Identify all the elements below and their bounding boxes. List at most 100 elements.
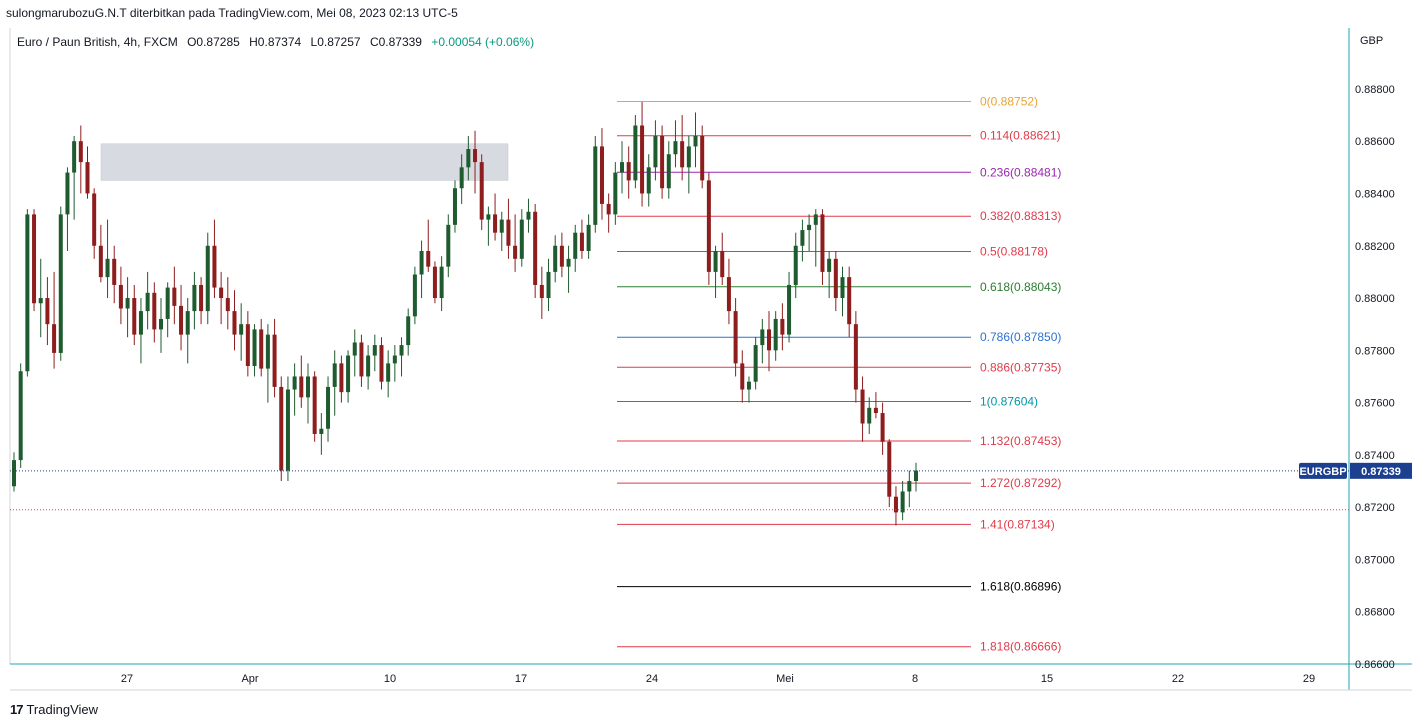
time-tick-label: 24 [646,673,658,685]
candle-body [305,376,310,398]
price-tick-label: 0.87800 [1355,345,1395,357]
candle-body [660,135,665,189]
fib-level-label: 1(0.87604) [980,395,1038,409]
price-tick-label: 0.87200 [1355,502,1395,514]
footer-brand: TradingView [26,702,99,717]
change-value: +0.00054 (+0.06%) [431,35,535,49]
candle-body [239,324,244,335]
candle-body [713,250,718,272]
candle-body [232,311,237,335]
fib-level-label: 0.886(0.87735) [980,360,1061,374]
candle-body [820,214,825,272]
candle-body [98,245,103,278]
candle-body [873,407,878,414]
candle-body [199,284,204,312]
candle-body [132,298,137,335]
candle-body [319,428,324,434]
candle-body [45,298,50,325]
candle-body [346,355,351,393]
candle-body [599,146,604,204]
candle-body [773,318,778,351]
fib-level-label: 0.5(0.88178) [980,245,1048,259]
fib-level-label: 0.114(0.88621) [980,129,1061,143]
candle-body [720,250,725,278]
candle-body [299,376,304,398]
candle-body [399,345,404,356]
candle-body [158,318,163,330]
candle-body [452,188,457,225]
candle-body [726,277,731,312]
candle-body [272,334,277,387]
candle-body [746,381,751,390]
close-value: C0.87339 [369,35,422,49]
fib-level-label: 1.818(0.86666) [980,640,1061,654]
candle-body [152,292,157,330]
footer: 17 TradingView [10,702,98,717]
candle-body [225,298,230,312]
fib-level-label: 0.618(0.88043) [980,280,1061,294]
candle-body [700,135,705,181]
price-tick-label: 0.86600 [1355,659,1395,671]
candle-body [386,363,391,382]
candle-body [646,167,651,194]
candle-body [767,329,772,351]
price-tick-label: 0.86800 [1355,607,1395,619]
candle-body [680,141,685,168]
time-tick-label: 17 [515,673,527,685]
fib-level-label: 1.272(0.87292) [980,476,1061,490]
candle-body [11,460,17,487]
candle-body [686,146,691,168]
fib-level-label: 1.132(0.87453) [980,434,1061,448]
candle-body [853,324,858,390]
candle-body [392,355,397,364]
currency-label: GBP [1360,35,1383,47]
candle-body [78,141,83,163]
candle-body [539,284,544,299]
candle-body [606,203,611,215]
price-tick-label: 0.87600 [1355,398,1395,410]
high-value: H0.87374 [249,35,302,49]
candle-body [840,277,845,299]
candle-body [513,245,518,259]
candle-body [847,277,852,325]
fib-level-label: 0(0.88752) [980,94,1038,108]
candle-body [633,125,638,181]
candle-body [426,250,431,267]
candle-body [406,316,411,346]
candle-body [546,271,551,299]
candle-body [72,141,77,173]
candle-body [439,266,444,299]
price-tick-label: 0.88200 [1355,241,1395,253]
candle-body [740,363,745,390]
candle-body [473,149,478,163]
candle-body [52,324,57,353]
candle-body [65,172,70,215]
time-tick-label: 29 [1303,673,1315,685]
candle-body [265,334,270,369]
candle-body [372,345,377,356]
candle-body [205,245,210,312]
candle-body [92,193,97,246]
candle-body [219,287,224,299]
symbol-name[interactable]: Euro / Paun British, 4h, FXCM [17,35,178,49]
candle-body [112,258,117,285]
candle-body [85,162,90,194]
open-value: O0.87285 [187,35,240,49]
candle-body [38,298,43,304]
candle-body [626,162,631,181]
publisher-header: sulongmarubozuG.N.T diterbitkan pada Tra… [6,6,458,20]
candle-body [259,329,264,369]
candle-body [666,154,671,189]
price-tick-label: 0.88800 [1355,84,1395,96]
candle-body [118,284,123,309]
candle-body [312,376,317,434]
candle-body [379,345,384,382]
candle-body [245,324,250,366]
zone-rectangle[interactable] [100,143,509,181]
time-tick-label: 27 [121,673,133,685]
candle-body [412,274,417,317]
tradingview-logo-icon: 17 [10,702,24,717]
candle-body [326,386,331,429]
candle-body [593,146,598,225]
